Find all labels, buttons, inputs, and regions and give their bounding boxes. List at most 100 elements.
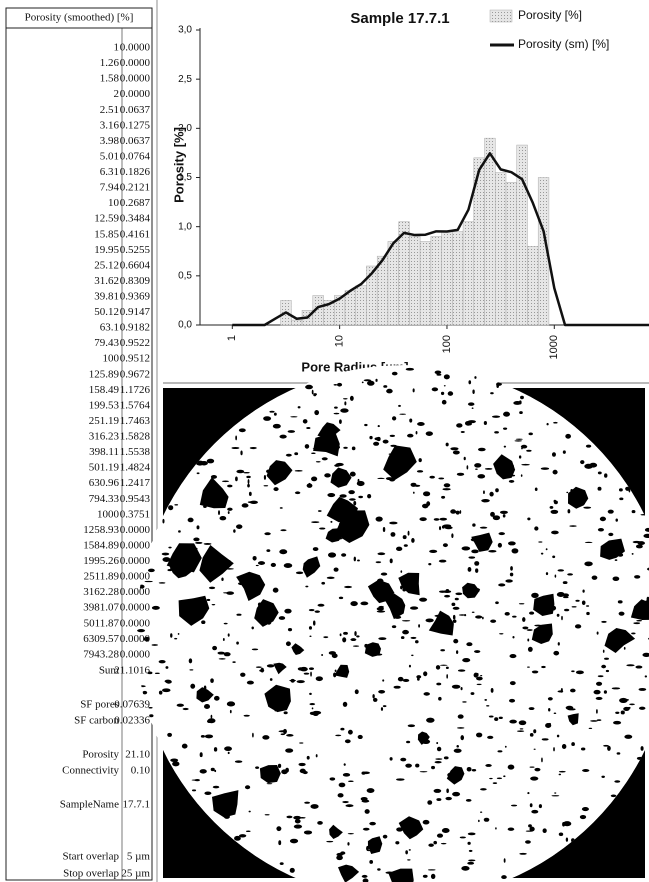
pore [505, 579, 513, 583]
pore [588, 727, 593, 729]
value-cell: 0.0637 [120, 135, 151, 147]
pore [367, 380, 375, 386]
pore [338, 596, 344, 600]
table-header: Porosity (smoothed) [%] [25, 12, 134, 24]
pore [584, 541, 593, 544]
pore [378, 605, 385, 609]
radius-cell: 15.85 [94, 228, 119, 240]
pore [356, 635, 360, 638]
pore [361, 799, 370, 803]
pore [218, 658, 226, 660]
pore [360, 601, 369, 606]
pore [552, 555, 556, 559]
pore [297, 406, 301, 409]
pore [634, 575, 641, 579]
pore [466, 465, 469, 470]
pore [484, 698, 488, 701]
pore [236, 641, 239, 645]
value-cell: 0.9147 [120, 306, 151, 318]
pore [310, 671, 312, 677]
pore [382, 527, 386, 533]
pore [441, 827, 450, 833]
pore [534, 526, 539, 531]
pore [429, 475, 435, 479]
pore [531, 809, 539, 814]
pore [545, 548, 548, 551]
pore [498, 716, 503, 720]
pore [480, 674, 483, 677]
pore [553, 712, 557, 714]
pore [270, 562, 276, 567]
pore [519, 852, 527, 855]
pore [148, 706, 153, 709]
pore [138, 584, 145, 589]
pore [447, 391, 454, 396]
pore [227, 751, 230, 755]
radius-cell: 1.58 [100, 73, 120, 85]
large-pore [531, 623, 553, 644]
pore [434, 761, 442, 764]
pore [418, 458, 422, 463]
pore [597, 527, 604, 532]
pore [377, 552, 386, 556]
pore [521, 463, 530, 466]
pore [398, 404, 401, 407]
pore [643, 533, 649, 539]
pore [339, 633, 342, 637]
value-cell: 0.0000 [120, 555, 151, 567]
pore [196, 472, 200, 475]
pore [224, 746, 232, 752]
pore [264, 814, 270, 816]
pore [423, 671, 428, 677]
pore [380, 572, 388, 576]
pore [333, 412, 340, 415]
pore [240, 450, 243, 456]
pore [456, 744, 459, 748]
radius-cell: 1995.26 [83, 555, 119, 567]
pore [333, 567, 339, 572]
y-tick-label: 2,5 [178, 74, 192, 85]
pore [304, 801, 311, 804]
pore [585, 444, 592, 448]
pore [451, 533, 454, 539]
pore [207, 718, 216, 724]
pore [336, 382, 343, 387]
pore [479, 811, 483, 813]
pore [315, 754, 318, 758]
pore [201, 620, 206, 625]
pore [525, 830, 533, 832]
value-cell: 0.4161 [120, 228, 150, 240]
pore [229, 709, 232, 714]
pore [294, 491, 301, 495]
value-cell: 0.9369 [120, 290, 151, 302]
pore [362, 771, 370, 775]
pore [436, 833, 444, 838]
large-pore [335, 510, 370, 543]
pore [178, 530, 181, 533]
pore [476, 676, 483, 681]
pore [266, 549, 271, 553]
pore [416, 470, 424, 473]
value-cell: 0.9672 [120, 368, 150, 380]
bar [291, 319, 303, 326]
value-cell: 0.9543 [120, 493, 151, 505]
pore [323, 636, 329, 639]
pore [436, 373, 442, 376]
pore [435, 758, 443, 760]
pore [204, 734, 214, 739]
pore [520, 474, 523, 477]
pore [285, 748, 294, 753]
pore [311, 707, 314, 710]
pore [347, 780, 354, 783]
pore [423, 692, 430, 696]
pore [522, 626, 529, 630]
pore [538, 804, 542, 809]
pore [443, 374, 450, 380]
pore [574, 624, 582, 629]
pore [312, 547, 319, 552]
pore [312, 620, 316, 626]
pore [538, 541, 543, 543]
pore [433, 518, 440, 521]
pore [211, 603, 216, 606]
pore [306, 426, 311, 430]
